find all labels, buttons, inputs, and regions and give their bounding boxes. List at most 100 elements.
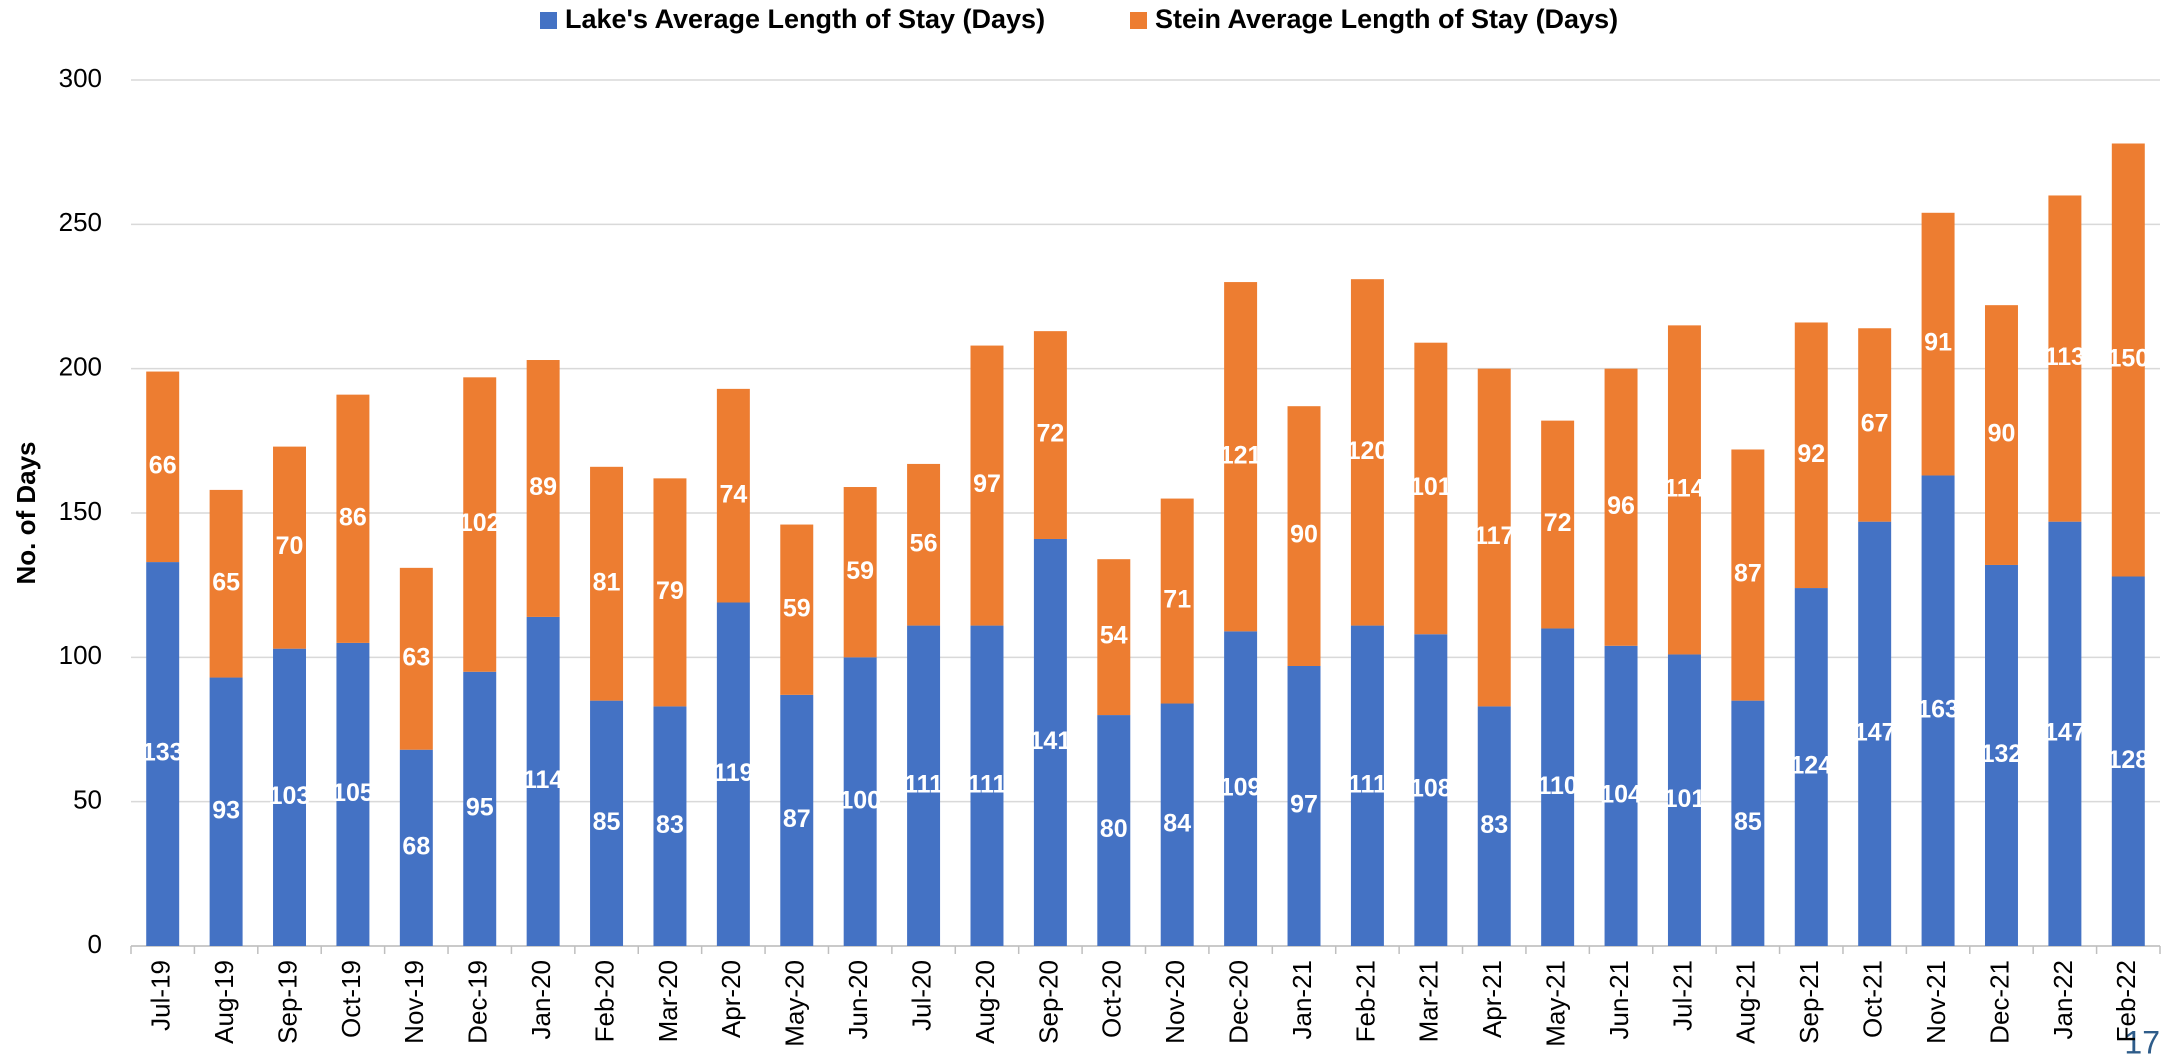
x-tick-label: Dec-20 bbox=[1223, 960, 1253, 1044]
bar-segment bbox=[209, 677, 243, 946]
data-label: 105 bbox=[332, 779, 374, 807]
x-tick-label: Jan-20 bbox=[526, 960, 556, 1040]
y-tick-label: 0 bbox=[88, 929, 102, 959]
bar-segment bbox=[1921, 212, 1955, 476]
bar-segment bbox=[1097, 559, 1131, 716]
x-tick-label: Oct-20 bbox=[1097, 960, 1127, 1038]
data-label: 163 bbox=[1917, 695, 1959, 723]
y-axis-title: No. of Days bbox=[11, 441, 41, 584]
bar-segment bbox=[1477, 706, 1511, 946]
bar-segment bbox=[1984, 305, 2018, 565]
bar-segment bbox=[1160, 703, 1194, 946]
bar-segment bbox=[1287, 665, 1321, 946]
x-tick-label: Jan-21 bbox=[1287, 960, 1317, 1040]
bar-segment bbox=[1604, 368, 1638, 646]
data-label: 133 bbox=[142, 739, 184, 767]
x-tick-label: Apr-20 bbox=[716, 960, 746, 1038]
legend-label: Lake's Average Length of Stay (Days) bbox=[565, 4, 1045, 34]
x-tick-label: Mar-21 bbox=[1414, 960, 1444, 1042]
x-tick-label: Feb-20 bbox=[589, 960, 619, 1042]
y-tick-label: 50 bbox=[73, 785, 102, 815]
data-label: 67 bbox=[1861, 410, 1889, 438]
x-tick-label: Aug-21 bbox=[1731, 960, 1761, 1044]
bar-segment bbox=[336, 642, 370, 946]
data-label: 87 bbox=[1734, 560, 1762, 588]
x-tick-label: Jun-20 bbox=[843, 960, 873, 1040]
bar-segment bbox=[1033, 331, 1067, 539]
bar-segment bbox=[1097, 715, 1131, 946]
bar-segment bbox=[1667, 325, 1701, 655]
bar-segment bbox=[273, 648, 307, 946]
bar-segment bbox=[1350, 279, 1384, 626]
data-label: 111 bbox=[904, 770, 943, 798]
bar-segment bbox=[1984, 564, 2018, 946]
data-label: 121 bbox=[1220, 441, 1262, 469]
bar-segment bbox=[590, 466, 624, 701]
bar-segment bbox=[463, 377, 497, 672]
bar-segment bbox=[1350, 625, 1384, 946]
bar-segment bbox=[970, 625, 1004, 946]
bar-segment bbox=[336, 394, 370, 643]
data-label: 56 bbox=[910, 529, 938, 557]
x-tick-label: Sep-20 bbox=[1033, 960, 1063, 1044]
bar-segment bbox=[907, 625, 941, 946]
data-label: 128 bbox=[2107, 746, 2149, 774]
bar-segment bbox=[1731, 700, 1765, 946]
data-label: 114 bbox=[523, 766, 563, 794]
bar-segment bbox=[526, 616, 560, 946]
x-tick-label: Jan-22 bbox=[2048, 960, 2078, 1040]
bar-segment bbox=[1477, 368, 1511, 707]
bar-segment bbox=[780, 524, 814, 695]
x-tick-label: Dec-21 bbox=[1984, 960, 2014, 1044]
data-label: 80 bbox=[1100, 815, 1128, 843]
bar-segment bbox=[2048, 521, 2082, 946]
data-label: 111 bbox=[968, 770, 1007, 798]
data-label: 83 bbox=[656, 811, 684, 839]
bar-segment bbox=[780, 694, 814, 946]
bar-segment bbox=[843, 487, 877, 658]
data-label: 72 bbox=[1036, 420, 1064, 448]
data-label: 109 bbox=[1220, 773, 1262, 801]
x-tick-label: Aug-20 bbox=[970, 960, 1000, 1044]
bar-segment bbox=[843, 657, 877, 946]
x-tick-label: May-21 bbox=[1541, 960, 1571, 1047]
data-label: 71 bbox=[1163, 586, 1191, 614]
x-tick-label: Jun-21 bbox=[1604, 960, 1634, 1040]
bar-segment bbox=[1160, 498, 1194, 704]
data-label: 93 bbox=[212, 796, 240, 824]
bar-segment bbox=[1604, 645, 1638, 946]
bar-segment bbox=[1224, 631, 1258, 946]
bar-segment bbox=[146, 371, 180, 563]
bar-segment bbox=[2048, 195, 2082, 522]
data-label: 87 bbox=[783, 805, 811, 833]
data-label: 101 bbox=[1410, 473, 1452, 501]
data-label: 97 bbox=[973, 470, 1001, 498]
bar-segment bbox=[716, 388, 750, 603]
bar-segment bbox=[209, 489, 243, 678]
bar-segment bbox=[1033, 538, 1067, 946]
data-label: 96 bbox=[1607, 492, 1635, 520]
data-label: 147 bbox=[2044, 718, 2086, 746]
x-tick-label: Jul-20 bbox=[906, 960, 936, 1031]
bar-segment bbox=[590, 700, 624, 946]
bar-segment bbox=[399, 749, 433, 946]
x-tick-label: Sep-21 bbox=[1794, 960, 1824, 1044]
data-label: 90 bbox=[1988, 420, 2016, 448]
page-number: 17 bbox=[2124, 1024, 2160, 1060]
bar-segment bbox=[1794, 588, 1828, 946]
bar-segment bbox=[1921, 475, 1955, 946]
data-label: 83 bbox=[1480, 811, 1508, 839]
data-label: 65 bbox=[212, 568, 240, 596]
bar-segment bbox=[2111, 576, 2145, 946]
data-label: 66 bbox=[149, 451, 177, 479]
bar-segment bbox=[1667, 654, 1701, 946]
data-label: 63 bbox=[402, 643, 430, 671]
x-tick-label: Jul-21 bbox=[1667, 960, 1697, 1031]
bar-segment bbox=[1414, 342, 1448, 635]
data-label: 100 bbox=[839, 786, 881, 814]
bar-segment bbox=[2111, 143, 2145, 577]
legend-swatch bbox=[540, 12, 557, 29]
x-tick-label: Mar-20 bbox=[653, 960, 683, 1042]
bar-segment bbox=[653, 706, 687, 946]
